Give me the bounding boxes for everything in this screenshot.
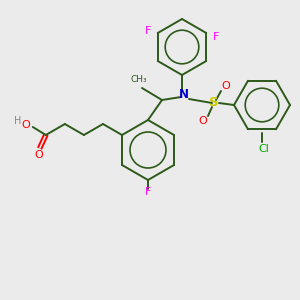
- Text: N: N: [179, 88, 189, 101]
- Text: F: F: [213, 32, 219, 42]
- Text: F: F: [145, 26, 151, 36]
- Text: O: O: [222, 81, 230, 91]
- Text: F: F: [145, 187, 151, 197]
- Text: O: O: [21, 120, 30, 130]
- Text: O: O: [34, 150, 43, 160]
- Text: O: O: [199, 116, 207, 126]
- Text: S: S: [209, 97, 219, 110]
- Text: Cl: Cl: [259, 144, 269, 154]
- Text: CH₃: CH₃: [131, 76, 147, 85]
- Text: H: H: [14, 116, 22, 126]
